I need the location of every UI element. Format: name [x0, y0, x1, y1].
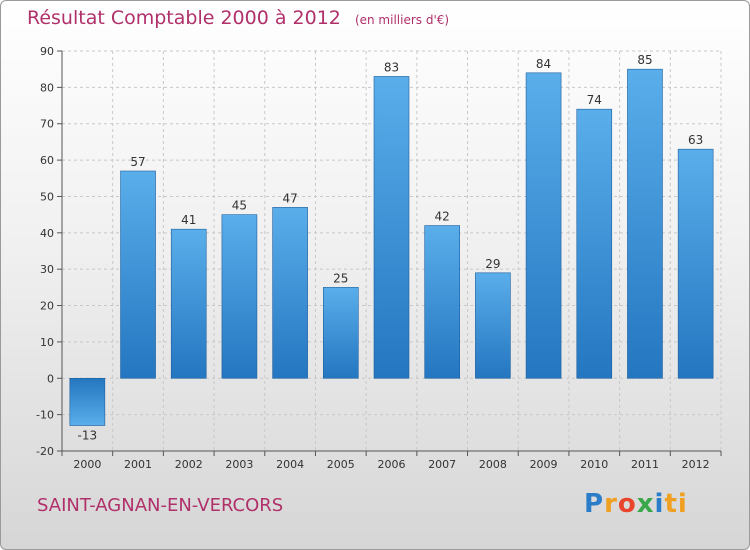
data-label-2002: 41	[181, 213, 196, 227]
bar-2007	[424, 225, 460, 379]
bar-2001	[120, 170, 156, 379]
chart-title-text: Résultat Comptable 2000 à 2012	[27, 7, 341, 29]
data-label-2009: 84	[536, 57, 551, 71]
bar-2002	[170, 228, 207, 379]
bar-2009	[525, 72, 562, 379]
y-tick-label: 70	[40, 118, 54, 131]
data-label-2007: 42	[435, 210, 450, 224]
x-tick-label: 2008	[479, 458, 507, 471]
data-label-2011: 85	[637, 53, 652, 67]
data-label-2004: 47	[282, 191, 297, 205]
y-tick-label: 0	[47, 372, 54, 385]
y-tick-label: 30	[40, 263, 54, 276]
x-tick-label: 2010	[580, 458, 608, 471]
x-tick-label: 2003	[225, 458, 253, 471]
chart-title: Résultat Comptable 2000 à 2012 (en milli…	[27, 7, 449, 29]
bar-2008	[475, 272, 511, 379]
x-tick-label: 2009	[530, 458, 558, 471]
x-tick-label: 2005	[327, 458, 355, 471]
data-label-2006: 83	[384, 60, 399, 74]
x-tick-label: 2007	[428, 458, 456, 471]
bar-2011	[627, 68, 663, 379]
bar-2005	[323, 287, 359, 379]
x-tick-label: 2001	[124, 458, 152, 471]
x-tick-label: 2012	[682, 458, 710, 471]
y-tick-label: 90	[40, 45, 54, 58]
data-label-2003: 45	[232, 199, 247, 213]
axes: -20 -10 0 10 20 30 40 50 60 70 80 90 2000 2001 2002 200…	[36, 45, 722, 471]
bar-2010	[576, 108, 613, 379]
data-label-2005: 25	[333, 271, 348, 285]
bars	[69, 68, 714, 426]
data-label-2001: 57	[130, 155, 145, 169]
y-tick-label: -20	[36, 445, 54, 458]
bar-2006	[373, 76, 410, 379]
y-tick-label: 20	[40, 300, 54, 313]
y-tick-label: -10	[36, 409, 54, 422]
x-tick-label: 2004	[276, 458, 304, 471]
chart-subtitle: (en milliers d'€)	[354, 13, 450, 27]
bar-2004	[272, 207, 308, 379]
x-tick-label: 2011	[631, 458, 659, 471]
bar-2003	[221, 214, 258, 379]
data-label-2012: 63	[688, 133, 703, 147]
data-label-2010: 74	[587, 93, 602, 107]
y-tick-label: 80	[40, 81, 54, 94]
y-tick-label: 60	[40, 154, 54, 167]
bar-2000	[69, 377, 106, 426]
bar-2012	[677, 148, 714, 379]
data-label-2008: 29	[485, 257, 500, 271]
data-labels: -13 57 41 45 47 25 83 42 29 84 74 85 63	[78, 53, 704, 442]
y-tick-label: 40	[40, 227, 54, 240]
city-name: SAINT-AGNAN-EN-VERCORS	[37, 495, 284, 516]
x-tick-label: 2006	[378, 458, 406, 471]
x-tick-label: 2000	[73, 458, 101, 471]
y-tick-label: 50	[40, 190, 54, 203]
y-tick-label: 10	[40, 336, 54, 349]
data-label-2000: -13	[78, 429, 98, 443]
proxiti-logo: Proxiti	[584, 489, 688, 519]
x-tick-label: 2002	[175, 458, 203, 471]
